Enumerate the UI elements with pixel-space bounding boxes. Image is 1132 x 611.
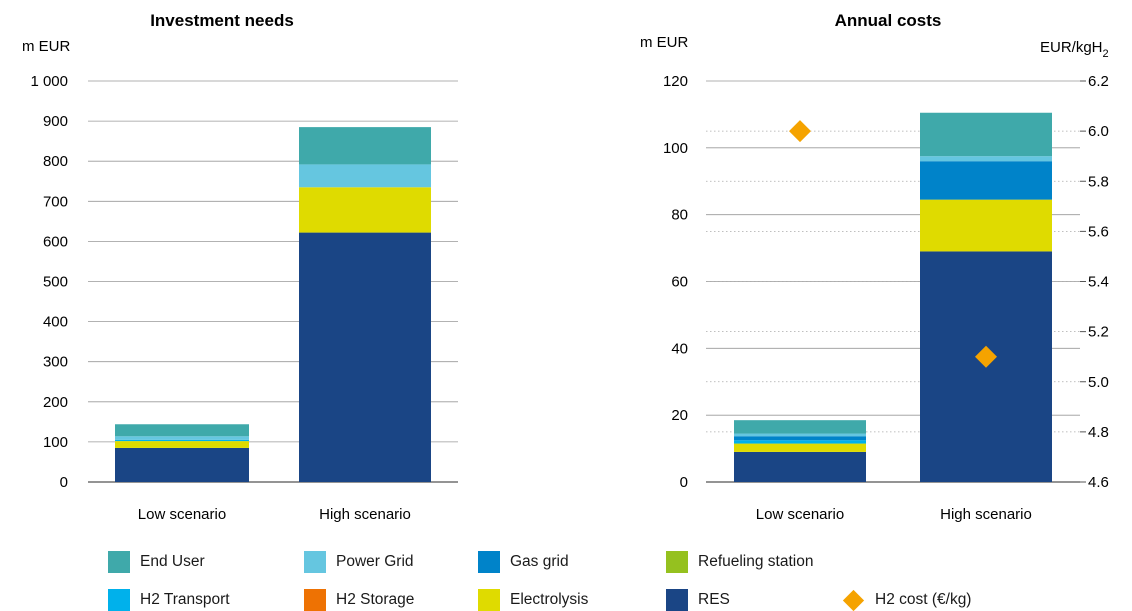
bar-segment-power-grid-low-scenario: [115, 436, 249, 440]
bar-segment-end-user-high-scenario: [299, 127, 431, 165]
y-tick-label: 120: [663, 73, 688, 90]
annual-costs-y2-ticks: 4.6 4.8 5.0 5.2 5.4 5.6 5.8 6.0 6.2: [1088, 73, 1109, 491]
h2-cost-markers: [789, 120, 997, 368]
y2-tick-label: 5.8: [1088, 173, 1109, 190]
y-tick-label: 400: [43, 314, 68, 331]
y2-label-subscript: 2: [1103, 48, 1109, 60]
bar-segment-electrolysis-low-scenario: [115, 441, 249, 448]
y-tick-label: 500: [43, 274, 68, 291]
category-label: Low scenario: [138, 506, 226, 523]
annual-costs-y-ticks: 0 20 40 60 80 100 120: [663, 73, 688, 491]
y2-tick-label: 4.8: [1088, 424, 1109, 441]
y2-tick-label: 5.2: [1088, 324, 1109, 341]
bar-segment-power-grid-high-scenario: [920, 156, 1052, 162]
y2-tick-label: 4.6: [1088, 474, 1109, 491]
y-tick-label: 100: [663, 140, 688, 157]
y-tick-label: 900: [43, 113, 68, 130]
annual-costs-y2-axis-label: EUR/kgH2: [1040, 39, 1109, 60]
y2-label-main: EUR/kgH: [1040, 39, 1103, 56]
bar-segment-gas-grid-high-scenario: [920, 161, 1052, 200]
y-tick-label: 40: [671, 340, 688, 357]
y-tick-label: 20: [671, 407, 688, 424]
bar-segment-electrolysis-high-scenario: [299, 187, 431, 233]
annual-costs-y2-gridlines: [706, 80, 1086, 483]
y-tick-label: 700: [43, 193, 68, 210]
bar-segment-res-low-scenario: [734, 451, 866, 482]
y-tick-label: 60: [671, 274, 688, 291]
bar-segment-gas-grid-low-scenario: [734, 436, 866, 441]
y-tick-label: 800: [43, 153, 68, 170]
h2-cost-diamond-marker: [789, 120, 811, 143]
bar-segment-end-user-low-scenario: [115, 424, 249, 437]
annual-costs-bars: [734, 112, 1052, 482]
bar-segment-res-low-scenario: [115, 447, 249, 482]
bar-segment-power-grid-high-scenario: [299, 164, 431, 188]
investment-chart: Investment needs m EUR 0 100 200 300 400 500 6…: [22, 11, 458, 523]
y2-tick-label: 5.4: [1088, 274, 1109, 291]
category-label: High scenario: [319, 506, 411, 523]
investment-y-axis-label: m EUR: [22, 38, 71, 55]
annual-costs-chart-title: Annual costs: [835, 11, 942, 30]
investment-y-ticks: 0 100 200 300 400 500 600 700 800 900 1 000: [30, 73, 68, 491]
y2-tick-label: 5.0: [1088, 374, 1109, 391]
bar-segment-res-high-scenario: [299, 232, 431, 482]
annual-costs-categories: Low scenario High scenario: [756, 506, 1032, 523]
category-label: Low scenario: [756, 506, 844, 523]
bar-segment-end-user-high-scenario: [920, 112, 1052, 157]
y-tick-label: 600: [43, 233, 68, 250]
y-tick-label: 80: [671, 207, 688, 224]
y2-tick-label: 6.2: [1088, 73, 1109, 90]
y-tick-label: 0: [60, 474, 68, 491]
bar-segment-electrolysis-low-scenario: [734, 443, 866, 452]
y-tick-label: 200: [43, 394, 68, 411]
investment-chart-title: Investment needs: [150, 11, 294, 30]
investment-bars: [115, 127, 431, 482]
bar-segment-power-grid-low-scenario: [734, 433, 866, 437]
y2-tick-label: 5.6: [1088, 223, 1109, 240]
y-tick-label: 300: [43, 354, 68, 371]
h2-cost-diamond-marker: [975, 345, 997, 368]
bar-segment-end-user-low-scenario: [734, 420, 866, 434]
bar-segment-electrolysis-high-scenario: [920, 199, 1052, 252]
bar-segment-h2-transport-low-scenario: [734, 440, 866, 444]
bar-segment-h2-transport-low-scenario: [115, 439, 249, 442]
y-tick-label: 1 000: [30, 73, 68, 90]
y-tick-label: 0: [680, 474, 688, 491]
y-tick-label: 100: [43, 434, 68, 451]
annual-costs-chart: Annual costs m EUR EUR/kgH2 0 20 40 60 80 100…: [640, 11, 1109, 523]
annual-costs-y-axis-label: m EUR: [640, 34, 689, 51]
category-label: High scenario: [940, 506, 1032, 523]
y2-tick-label: 6.0: [1088, 123, 1109, 140]
investment-categories: Low scenario High scenario: [138, 506, 411, 523]
